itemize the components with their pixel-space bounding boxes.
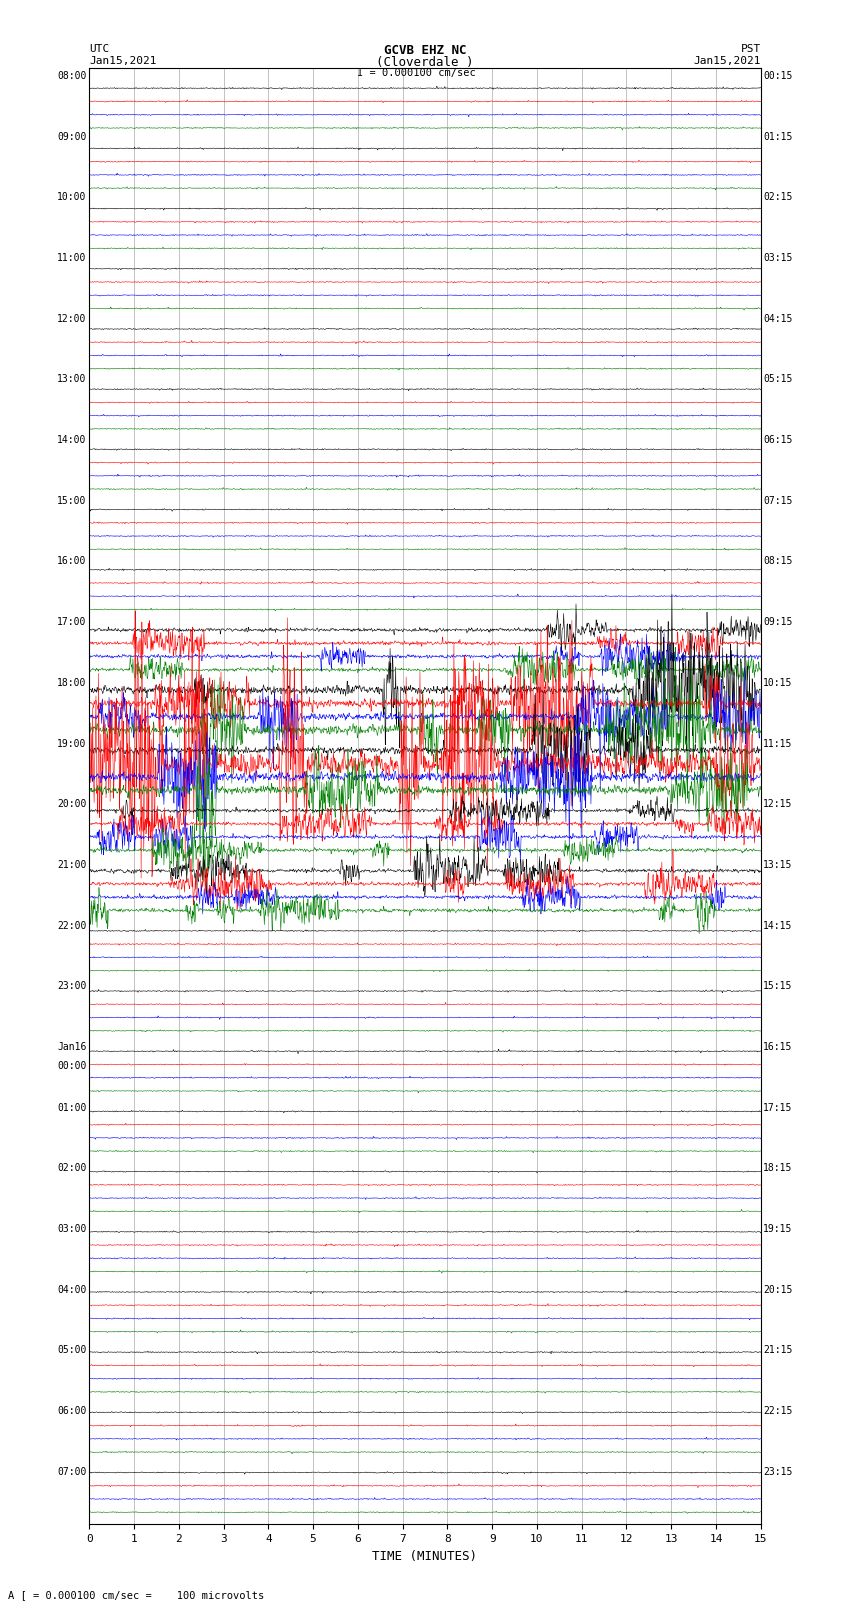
Text: 09:00: 09:00 xyxy=(57,132,87,142)
Text: 07:15: 07:15 xyxy=(763,495,793,506)
Text: Jan15,2021: Jan15,2021 xyxy=(694,56,761,66)
Text: 22:00: 22:00 xyxy=(57,921,87,931)
Text: 20:15: 20:15 xyxy=(763,1284,793,1295)
Text: 00:15: 00:15 xyxy=(763,71,793,81)
Text: 01:00: 01:00 xyxy=(57,1103,87,1113)
Text: 11:00: 11:00 xyxy=(57,253,87,263)
Text: 08:15: 08:15 xyxy=(763,556,793,566)
Text: 13:00: 13:00 xyxy=(57,374,87,384)
Text: 09:15: 09:15 xyxy=(763,618,793,627)
Text: 17:00: 17:00 xyxy=(57,618,87,627)
Text: 21:00: 21:00 xyxy=(57,860,87,869)
Text: 01:15: 01:15 xyxy=(763,132,793,142)
Text: 10:00: 10:00 xyxy=(57,192,87,202)
Text: 05:15: 05:15 xyxy=(763,374,793,384)
Text: 04:00: 04:00 xyxy=(57,1284,87,1295)
Text: 21:15: 21:15 xyxy=(763,1345,793,1355)
Text: 14:00: 14:00 xyxy=(57,436,87,445)
Text: 02:15: 02:15 xyxy=(763,192,793,202)
Text: 12:15: 12:15 xyxy=(763,800,793,810)
Text: 23:15: 23:15 xyxy=(763,1466,793,1478)
Text: 17:15: 17:15 xyxy=(763,1103,793,1113)
Text: 05:00: 05:00 xyxy=(57,1345,87,1355)
X-axis label: TIME (MINUTES): TIME (MINUTES) xyxy=(372,1550,478,1563)
Text: 08:00: 08:00 xyxy=(57,71,87,81)
Text: 06:15: 06:15 xyxy=(763,436,793,445)
Text: 11:15: 11:15 xyxy=(763,739,793,748)
Text: 16:15: 16:15 xyxy=(763,1042,793,1052)
Text: GCVB EHZ NC: GCVB EHZ NC xyxy=(383,44,467,58)
Text: 16:00: 16:00 xyxy=(57,556,87,566)
Text: 19:00: 19:00 xyxy=(57,739,87,748)
Text: 14:15: 14:15 xyxy=(763,921,793,931)
Text: 03:00: 03:00 xyxy=(57,1224,87,1234)
Text: 18:00: 18:00 xyxy=(57,677,87,687)
Text: 20:00: 20:00 xyxy=(57,800,87,810)
Text: 15:15: 15:15 xyxy=(763,981,793,992)
Text: Jan16: Jan16 xyxy=(57,1042,87,1052)
Text: (Cloverdale ): (Cloverdale ) xyxy=(377,56,473,69)
Text: 10:15: 10:15 xyxy=(763,677,793,687)
Text: 19:15: 19:15 xyxy=(763,1224,793,1234)
Text: 18:15: 18:15 xyxy=(763,1163,793,1173)
Text: A [ = 0.000100 cm/sec =    100 microvolts: A [ = 0.000100 cm/sec = 100 microvolts xyxy=(8,1590,264,1600)
Text: 23:00: 23:00 xyxy=(57,981,87,992)
Text: PST: PST xyxy=(740,44,761,55)
Text: 00:00: 00:00 xyxy=(57,1061,87,1071)
Text: 03:15: 03:15 xyxy=(763,253,793,263)
Text: 04:15: 04:15 xyxy=(763,313,793,324)
Text: 13:15: 13:15 xyxy=(763,860,793,869)
Text: 15:00: 15:00 xyxy=(57,495,87,506)
Text: 12:00: 12:00 xyxy=(57,313,87,324)
Text: I = 0.000100 cm/sec: I = 0.000100 cm/sec xyxy=(357,68,476,77)
Text: 06:00: 06:00 xyxy=(57,1407,87,1416)
Text: Jan15,2021: Jan15,2021 xyxy=(89,56,156,66)
Text: 02:00: 02:00 xyxy=(57,1163,87,1173)
Text: UTC: UTC xyxy=(89,44,110,55)
Text: 07:00: 07:00 xyxy=(57,1466,87,1478)
Text: 22:15: 22:15 xyxy=(763,1407,793,1416)
